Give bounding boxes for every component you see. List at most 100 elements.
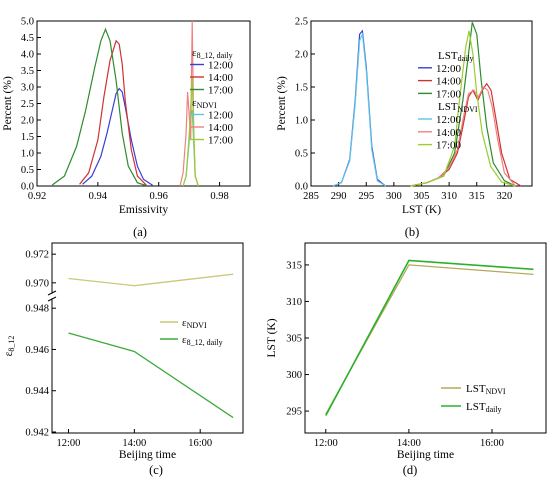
x-tick-label: 300 (386, 191, 402, 202)
series-b-5-line (410, 30, 516, 187)
series-a-1-line (79, 39, 147, 186)
y-tick-label: 0.5 (21, 165, 34, 176)
x-axis-label: LST (K) (402, 204, 441, 216)
axis-break-mark (47, 296, 57, 302)
legend-label: LSTdaily (466, 401, 502, 414)
series-a-2-line (51, 27, 147, 187)
legend-label: 17:00 (208, 135, 234, 147)
legend-label: 14:00 (208, 122, 234, 134)
chart-a: 0.0 0.5 1.0 1.5 2.0 2.5 3.0 3.5 4.0 4.5 5.0 0.92 0.9… (2, 17, 251, 239)
y-tick-label: 1.5 (295, 83, 308, 94)
y-tick-label: 0.972 (25, 250, 49, 261)
panel-label: (c) (149, 463, 163, 477)
y-tick-label: 2.0 (21, 116, 34, 127)
y-tick-label: 1.0 (21, 149, 34, 160)
y-tick-label: 1.0 (295, 116, 308, 127)
x-tick-label: 0.96 (150, 191, 168, 202)
series-b-2-line (410, 22, 516, 187)
x-tick-label: 16:00 (480, 438, 504, 449)
x-tick-label: 14:00 (122, 438, 146, 449)
legend-label: LSTNDVI (466, 383, 506, 396)
y-tick-label: 0.5 (295, 149, 308, 160)
x-axis-label: Emissivity (119, 204, 168, 216)
y-tick-label: 0.946 (25, 345, 49, 356)
series-b-0-line (332, 29, 386, 187)
y-axis-label: LST (K) (266, 318, 278, 357)
x-tick-label: 12:00 (314, 438, 338, 449)
y-axis-label: Percent (%) (276, 76, 288, 131)
legend-label: 17:00 (436, 88, 462, 100)
legend-group-title: ε8_12, daily (192, 47, 233, 60)
x-tick-label: 16:00 (188, 438, 212, 449)
legend-label: εNDVI (182, 317, 207, 330)
chart-c-frame (51, 242, 244, 434)
series-d-1-line (325, 259, 534, 416)
legend-label: 12:00 (208, 110, 234, 122)
legend-label: 14:00 (436, 127, 462, 139)
y-tick-label: 3.0 (21, 83, 34, 94)
axis-break-mark (47, 290, 57, 296)
legend-group-title: LSTdaily (438, 50, 474, 63)
x-tick-label: 305 (414, 191, 430, 202)
y-tick-label: 0.970 (25, 278, 49, 289)
x-tick-label: 0.92 (28, 191, 46, 202)
x-tick-label: 12:00 (57, 438, 81, 449)
series-a-5-line (182, 77, 199, 187)
y-tick-label: 4.5 (21, 33, 34, 44)
y-tick-label: 310 (286, 297, 302, 308)
x-axis-label: Beijing time (397, 449, 454, 461)
chart-d-frame (304, 242, 547, 434)
x-tick-label: 295 (358, 191, 374, 202)
y-axis-label: Percent (%) (2, 76, 14, 131)
y-tick-label: 0.0 (295, 182, 308, 193)
legend-label: 17:00 (436, 140, 462, 152)
y-tick-label: 2.5 (295, 17, 308, 28)
x-tick-label: 310 (441, 191, 457, 202)
series-c-1-line (68, 332, 234, 419)
y-tick-label: 5.0 (21, 17, 34, 28)
y-tick-label: 0.944 (25, 386, 49, 397)
panel-label: (a) (133, 225, 147, 239)
y-tick-label: 0.948 (25, 304, 49, 315)
panel-label: (d) (403, 463, 418, 477)
y-tick-label: 295 (286, 407, 302, 418)
y-tick-label: 0.0 (21, 182, 34, 193)
x-tick-label: 315 (469, 191, 485, 202)
x-tick-label: 0.98 (210, 191, 228, 202)
legend-label: 14:00 (436, 76, 462, 88)
chart-a-frame (36, 20, 251, 187)
series-b-3-line (332, 31, 386, 187)
x-tick-label: 14:00 (397, 438, 421, 449)
y-tick-label: 305 (286, 334, 302, 345)
chart-b: 0.0 0.5 1.0 1.5 2.0 2.5 285 290 295 300 305 310 315 3… (276, 17, 533, 239)
legend-label: 12:00 (436, 63, 462, 75)
legend-label: 12:00 (208, 60, 234, 72)
x-tick-label: 0.94 (89, 191, 108, 202)
chart-d: 295 300 305 310 315 12:00 14:00 16:00 Beijing ti… (266, 242, 547, 477)
legend-label: ε8_12, daily (182, 334, 223, 347)
legend-label: 14:00 (208, 72, 234, 84)
legend-label: 12:00 (436, 114, 462, 126)
y-tick-label: 1.5 (21, 132, 34, 143)
axis-break-gap (48, 293, 56, 299)
chart-c: 0.970 0.972 0.942 0.944 0.946 0.948 12:00 14:00… (3, 242, 244, 477)
y-tick-label: 300 (286, 370, 302, 381)
x-axis-label: Beijing time (119, 449, 176, 461)
y-tick-label: 3.5 (21, 66, 34, 77)
x-tick-label: 285 (303, 191, 319, 202)
y-tick-label: 4.0 (21, 50, 34, 61)
y-tick-label: 2.5 (21, 99, 34, 110)
series-b-4-line (410, 86, 516, 187)
y-axis-label: ε8_12 (3, 336, 16, 357)
y-tick-label: 2.0 (295, 50, 308, 61)
legend-label: 17:00 (208, 85, 234, 97)
x-tick-label: 290 (331, 191, 347, 202)
legend-group-title: εNDVI (192, 97, 217, 110)
series-a-0-line (82, 87, 153, 186)
x-tick-label: 320 (497, 191, 513, 202)
y-tick-label: 0.942 (25, 428, 49, 439)
y-tick-label: 315 (286, 260, 302, 271)
series-b-1-line (410, 82, 522, 187)
series-c-0-line (68, 273, 234, 287)
